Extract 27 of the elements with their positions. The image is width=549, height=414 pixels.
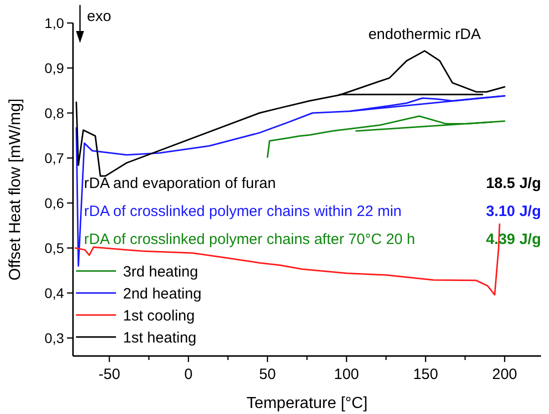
x-axis-title: Temperature [°C] (246, 395, 368, 412)
legend-label: 1st heating (123, 329, 196, 346)
legend-label: 3rd heating (123, 263, 198, 280)
annotation: 18.5 J/g (486, 175, 541, 192)
annotation: 3.10 J/g (486, 203, 541, 220)
x-tick-label: 200 (492, 366, 518, 383)
y-tick-label: 1,0 (44, 14, 64, 31)
annotation: rDA of crosslinked polymer chains after 70°C 20 h (84, 231, 416, 248)
annotation: rDA of crosslinked polymer chains within 22 min (84, 203, 402, 220)
annotation: rDA and evaporation of furan (84, 175, 276, 192)
y-axis-title: Offset Heat flow [mW/mg] (7, 98, 24, 280)
legend-label: 2nd heating (123, 285, 202, 302)
annotation: exo (87, 8, 112, 25)
y-tick-label: 0,5 (44, 240, 64, 256)
y-tick-label: 0,7 (44, 150, 64, 166)
y-tick-label: 0,4 (44, 284, 64, 301)
y-tick-label: 0,9 (44, 60, 64, 76)
legend-label: 1st cooling (123, 307, 195, 324)
annotation: endothermic rDA (368, 26, 481, 43)
x-tick-label: -50 (98, 366, 120, 383)
y-tick-label: 0,8 (44, 104, 64, 121)
x-tick-label: 0 (184, 366, 193, 383)
x-tick-label: 50 (259, 366, 276, 383)
y-tick-label: 0,3 (44, 330, 64, 346)
y-tick-label: 0,6 (44, 194, 64, 211)
x-tick-label: 100 (334, 366, 360, 383)
x-tick-label: 150 (413, 366, 438, 383)
